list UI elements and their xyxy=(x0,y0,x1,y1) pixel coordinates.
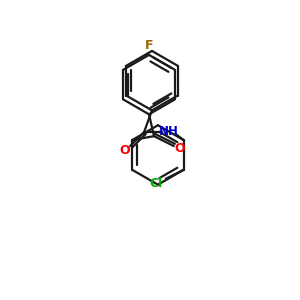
Text: Cl: Cl xyxy=(149,177,163,190)
Text: O: O xyxy=(119,143,130,157)
Text: NH: NH xyxy=(159,125,179,138)
Text: F: F xyxy=(145,40,153,52)
Text: O: O xyxy=(174,142,185,154)
